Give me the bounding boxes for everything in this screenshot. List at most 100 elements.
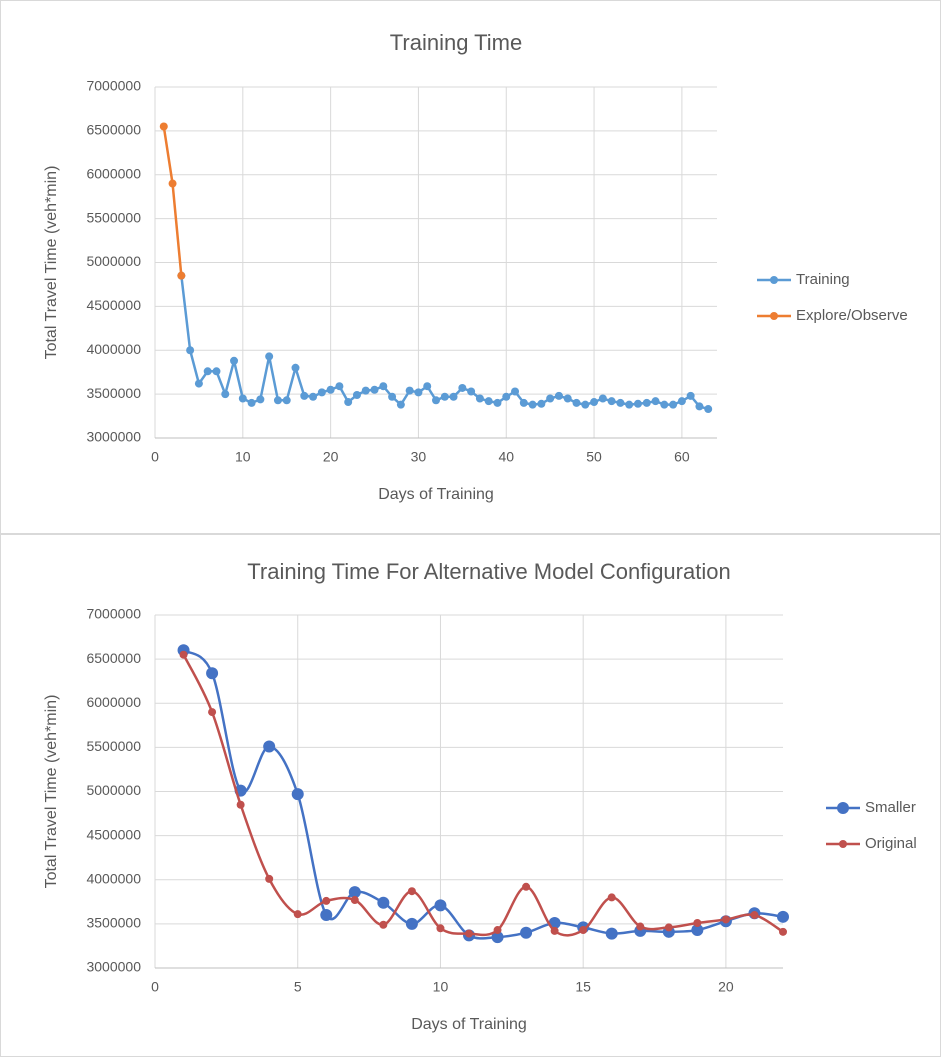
x-tick-label: 0 <box>151 979 159 995</box>
x-tick-label: 30 <box>411 449 427 465</box>
data-point <box>273 396 282 405</box>
x-tick-label: 15 <box>575 979 591 995</box>
legend-marker <box>837 802 849 814</box>
data-point <box>221 390 230 399</box>
y-tick-label: 6000000 <box>86 165 141 181</box>
data-point <box>194 379 203 388</box>
data-point <box>458 383 467 392</box>
data-point <box>750 911 759 920</box>
x-tick-label: 40 <box>498 449 514 465</box>
data-point <box>677 397 686 406</box>
legend-label: Training <box>796 271 850 288</box>
data-point <box>206 667 219 680</box>
data-point <box>436 924 445 933</box>
data-point <box>493 398 502 407</box>
data-point <box>186 346 195 355</box>
data-point <box>633 399 642 408</box>
data-point <box>370 385 379 394</box>
data-point <box>265 352 274 361</box>
chart-frame <box>0 0 941 534</box>
data-point <box>335 382 344 391</box>
y-tick-label: 5000000 <box>86 782 141 798</box>
data-point <box>317 388 326 397</box>
data-point <box>177 271 186 280</box>
y-tick-label: 5500000 <box>86 209 141 225</box>
data-point <box>550 926 559 935</box>
data-point <box>423 382 432 391</box>
y-axis-label: Total Travel Time (veh*min) <box>43 166 60 360</box>
y-tick-label: 4500000 <box>86 297 141 313</box>
data-point <box>300 391 309 400</box>
data-point <box>236 800 245 809</box>
y-tick-label: 7000000 <box>86 606 141 622</box>
chart-title: Training Time <box>390 30 522 55</box>
data-point <box>502 392 511 401</box>
data-point <box>379 382 388 391</box>
data-point <box>414 388 423 397</box>
data-point <box>379 920 388 929</box>
data-point <box>607 397 616 406</box>
data-point <box>721 915 730 924</box>
data-point <box>554 391 563 400</box>
data-point <box>432 396 440 405</box>
data-point <box>293 910 302 919</box>
y-tick-label: 3500000 <box>86 385 141 401</box>
data-point <box>636 922 645 931</box>
data-point <box>522 882 531 891</box>
data-point <box>361 386 370 395</box>
data-point <box>388 392 397 401</box>
data-point <box>168 179 177 188</box>
data-point <box>669 400 678 409</box>
y-tick-label: 4000000 <box>86 870 141 886</box>
x-tick-label: 60 <box>674 449 690 465</box>
data-point <box>779 927 787 936</box>
legend-label: Original <box>865 835 917 852</box>
data-point <box>350 896 359 905</box>
data-point <box>493 926 502 935</box>
y-tick-label: 4000000 <box>86 341 141 357</box>
chart-frame <box>0 534 941 1057</box>
data-point <box>519 398 528 407</box>
data-point <box>407 887 416 896</box>
data-point <box>537 399 546 408</box>
data-point <box>693 918 702 927</box>
data-point <box>625 400 634 409</box>
legend-label: Explore/Observe <box>796 307 908 324</box>
x-tick-label: 20 <box>718 979 734 995</box>
data-point <box>320 909 333 922</box>
data-point <box>491 931 504 944</box>
data-point <box>449 392 458 401</box>
y-tick-label: 3000000 <box>86 959 141 975</box>
data-point <box>686 391 695 400</box>
data-point <box>607 893 616 902</box>
data-point <box>467 387 476 396</box>
legend-marker <box>839 840 847 848</box>
data-point <box>405 386 414 395</box>
y-tick-label: 4500000 <box>86 826 141 842</box>
data-point <box>309 392 318 401</box>
data-point <box>203 367 212 376</box>
data-point <box>777 910 789 923</box>
data-point <box>434 899 447 912</box>
x-tick-label: 50 <box>586 449 602 465</box>
data-point <box>651 397 660 406</box>
data-point <box>511 387 520 396</box>
data-point <box>212 367 221 376</box>
y-tick-label: 6000000 <box>86 694 141 710</box>
data-point <box>475 394 484 403</box>
data-point <box>291 788 304 801</box>
data-point <box>230 356 239 365</box>
x-axis-label: Days of Training <box>411 1016 527 1033</box>
y-tick-label: 6500000 <box>86 122 141 138</box>
x-tick-label: 0 <box>151 449 159 465</box>
data-point <box>546 394 555 403</box>
x-tick-label: 20 <box>323 449 339 465</box>
y-tick-label: 5500000 <box>86 738 141 754</box>
data-point <box>704 405 713 414</box>
data-point <box>159 122 168 131</box>
data-point <box>664 923 673 932</box>
data-point <box>396 400 405 409</box>
data-point <box>179 650 188 659</box>
